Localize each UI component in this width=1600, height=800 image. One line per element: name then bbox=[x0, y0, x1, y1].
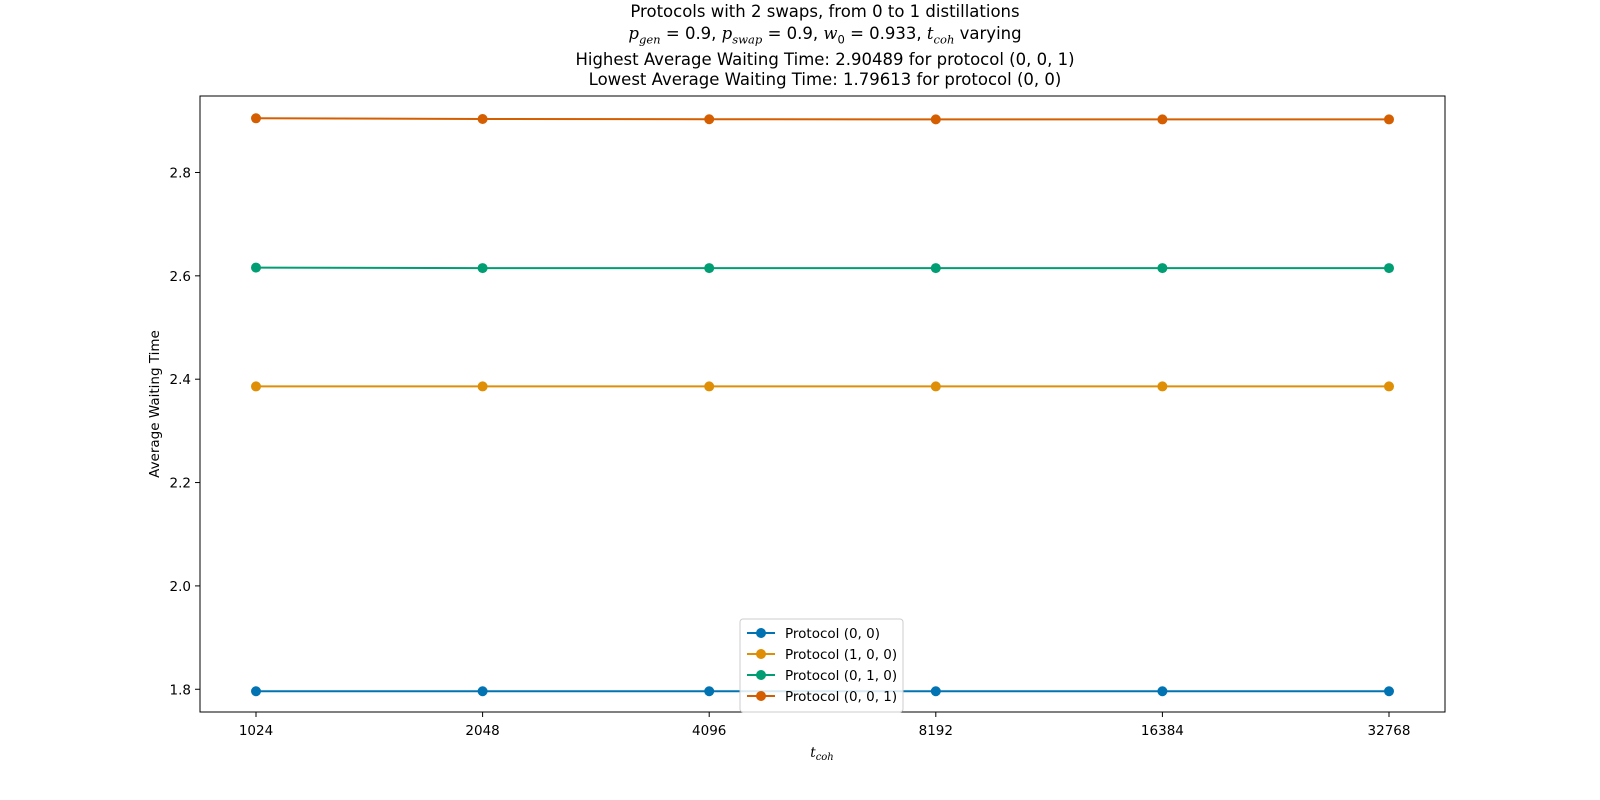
chart-title: Protocols with 2 swaps, from 0 to 1 dist… bbox=[630, 2, 1020, 21]
x-tick-label: 2048 bbox=[465, 723, 499, 739]
y-tick-label: 1.8 bbox=[170, 682, 191, 698]
legend: Protocol (0, 0) Protocol (1, 0, 0) Protoco… bbox=[739, 618, 904, 713]
data-point bbox=[704, 686, 715, 697]
y-tick-label: 2.4 bbox=[170, 372, 191, 388]
plot-area bbox=[199, 95, 1446, 713]
data-point bbox=[1157, 686, 1168, 697]
data-point bbox=[930, 114, 941, 125]
data-point bbox=[477, 686, 488, 697]
series-3 bbox=[251, 113, 1394, 125]
data-point bbox=[930, 381, 941, 392]
x-axis-label-symbol: t bbox=[810, 745, 816, 761]
legend-marker bbox=[756, 691, 766, 701]
x-tick-label: 8192 bbox=[919, 723, 953, 739]
data-point bbox=[1384, 263, 1394, 274]
p-swap-value: = 0.9, bbox=[762, 24, 824, 43]
p-gen-symbol: p bbox=[628, 24, 639, 43]
legend-marker bbox=[756, 670, 766, 680]
legend-label: Protocol (0, 0) bbox=[785, 626, 880, 642]
data-point bbox=[930, 686, 941, 697]
data-point bbox=[1384, 381, 1394, 392]
w0-value: = 0.933, bbox=[844, 24, 927, 43]
data-point bbox=[477, 113, 488, 124]
data-point bbox=[704, 114, 715, 125]
legend-box bbox=[739, 618, 904, 713]
x-tick-label: 32768 bbox=[1368, 723, 1411, 739]
legend-label: Protocol (1, 0, 0) bbox=[785, 647, 897, 663]
tcoh-varying: varying bbox=[954, 24, 1022, 43]
w0-symbol: w bbox=[823, 24, 838, 43]
data-point bbox=[930, 263, 941, 274]
legend-item: Protocol (0, 1, 0) bbox=[747, 668, 897, 684]
w0-subscript: 0 bbox=[837, 32, 845, 47]
p-gen-subscript: gen bbox=[638, 32, 661, 47]
data-point bbox=[251, 262, 261, 273]
legend-label: Protocol (0, 1, 0) bbox=[785, 668, 897, 684]
x-tick-label: 1024 bbox=[239, 723, 273, 739]
x-axis-label-subscript: coh bbox=[816, 752, 834, 763]
series-line bbox=[255, 266, 1389, 270]
legend-label: Protocol (0, 0, 1) bbox=[785, 689, 897, 705]
data-point bbox=[477, 263, 488, 274]
series-2 bbox=[251, 262, 1394, 274]
legend-item: Protocol (0, 0) bbox=[747, 626, 880, 642]
x-axis: 1024 2048 4096 8192 16384 32768 bbox=[239, 712, 1411, 739]
p-swap-subscript: swap bbox=[732, 32, 763, 47]
series-1 bbox=[251, 381, 1394, 392]
data-point bbox=[704, 381, 715, 392]
data-point bbox=[1157, 263, 1168, 274]
x-tick-label: 4096 bbox=[692, 723, 726, 739]
chart-subtitle-params: pgen = 0.9, pswap = 0.9, w0 = 0.933, tco… bbox=[0, 24, 1600, 46]
legend-item: Protocol (0, 0, 1) bbox=[747, 689, 897, 705]
y-tick-label: 2.8 bbox=[170, 165, 191, 181]
y-tick-label: 2.2 bbox=[170, 476, 191, 492]
x-axis-label: tcoh bbox=[810, 745, 834, 763]
y-axis-label: Average Waiting Time bbox=[147, 330, 163, 478]
data-point bbox=[251, 381, 261, 392]
data-point bbox=[1157, 114, 1168, 125]
y-tick-label: 2.0 bbox=[170, 579, 191, 595]
legend-marker bbox=[756, 628, 766, 638]
data-point bbox=[1384, 686, 1394, 697]
y-axis: 1.8 2.0 2.2 2.4 2.6 2.8 bbox=[170, 165, 200, 698]
data-point bbox=[704, 263, 715, 274]
tcoh-symbol: t bbox=[926, 24, 934, 43]
p-swap-symbol: p bbox=[721, 24, 733, 43]
legend-marker bbox=[756, 649, 766, 659]
p-gen-value: = 0.9, bbox=[660, 24, 722, 43]
tcoh-subscript: coh bbox=[933, 32, 955, 47]
chart-highest-summary: Highest Average Waiting Time: 2.90489 fo… bbox=[575, 50, 1075, 69]
data-point bbox=[477, 381, 488, 392]
y-tick-label: 2.6 bbox=[170, 269, 191, 285]
data-point bbox=[1384, 114, 1394, 125]
legend-item: Protocol (1, 0, 0) bbox=[747, 647, 897, 663]
data-point bbox=[251, 686, 261, 697]
data-point bbox=[251, 113, 261, 124]
data-point bbox=[1157, 381, 1168, 392]
series-line bbox=[255, 117, 1389, 121]
chart-lowest-summary: Lowest Average Waiting Time: 1.79613 for… bbox=[588, 70, 1062, 89]
x-tick-label: 16384 bbox=[1141, 723, 1184, 739]
